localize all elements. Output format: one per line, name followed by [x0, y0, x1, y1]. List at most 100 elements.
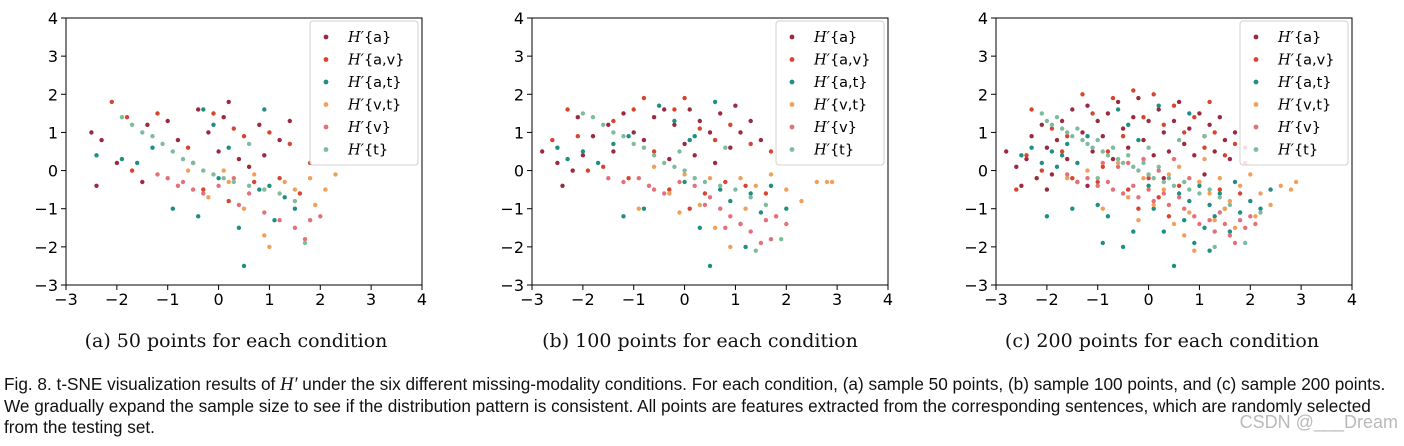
data-point — [1151, 176, 1156, 181]
data-point — [1105, 214, 1111, 219]
legend-box — [775, 20, 885, 166]
data-point — [728, 244, 733, 250]
data-point — [1171, 103, 1177, 108]
data-point — [246, 191, 252, 196]
legend-label: H′{t} — [347, 143, 388, 159]
data-point — [555, 160, 560, 166]
data-point — [1095, 137, 1100, 143]
x-tick-label: 2 — [781, 290, 791, 309]
data-point — [246, 141, 252, 147]
legend-marker — [1253, 147, 1259, 152]
data-point — [216, 183, 221, 188]
data-point — [1054, 164, 1060, 169]
subplot-a: −3 −2 −1 0 1 2 3 4 4 3 2 1 0 −1 −2 −3 H′{a} H′{a,v} H′{a,t… — [34, 9, 427, 309]
data-point — [1161, 176, 1166, 181]
data-point — [712, 225, 718, 230]
data-point — [1049, 172, 1055, 177]
data-point — [262, 153, 267, 158]
data-point — [206, 195, 211, 200]
data-point — [119, 115, 125, 120]
data-point — [1131, 115, 1136, 120]
data-point — [1161, 130, 1166, 135]
data-point — [1156, 168, 1161, 173]
data-point — [697, 126, 702, 131]
data-point — [575, 115, 580, 120]
legend-marker — [323, 79, 329, 85]
x-tick-label: 1 — [730, 290, 740, 309]
caption-math-symbol: H′ — [280, 375, 298, 395]
data-point — [1146, 172, 1151, 177]
data-point — [231, 176, 236, 181]
data-point — [707, 176, 713, 181]
legend-label: H′{a,v} — [347, 53, 404, 69]
data-point — [1126, 153, 1131, 158]
legend-box — [1239, 20, 1349, 166]
axes-frame — [995, 17, 1353, 286]
data-point — [1080, 130, 1085, 135]
x-tick-label: −1 — [1086, 290, 1110, 309]
data-point — [1171, 263, 1177, 269]
data-point — [221, 176, 226, 181]
data-point — [1100, 149, 1105, 154]
data-point — [226, 99, 231, 105]
data-point — [601, 164, 606, 169]
data-point — [1136, 137, 1141, 143]
data-point — [1222, 221, 1228, 227]
x-tick-label: 0 — [213, 290, 223, 309]
data-point — [160, 141, 165, 147]
x-tick-label: 0 — [679, 290, 689, 309]
data-point — [1141, 115, 1146, 120]
legend-marker — [789, 102, 795, 107]
data-point — [1034, 176, 1039, 181]
data-point — [702, 202, 708, 208]
data-point — [667, 187, 672, 192]
data-point — [1049, 122, 1055, 128]
data-point — [1268, 202, 1273, 208]
data-point — [784, 221, 789, 227]
data-point — [565, 156, 570, 162]
data-point — [636, 206, 641, 211]
watermark: CSDN @___Dream — [1239, 412, 1398, 432]
data-point — [1044, 214, 1050, 219]
legend-marker — [789, 124, 795, 130]
data-point — [692, 134, 697, 139]
data-point — [1059, 118, 1065, 124]
data-point — [682, 141, 687, 147]
legend: H′{a} H′{a,v} H′{a,t} H′{v,t} H′{v} H′{t} — [309, 20, 419, 166]
data-point — [307, 176, 313, 181]
data-point — [1278, 183, 1283, 188]
legend-marker — [323, 57, 329, 62]
data-point — [773, 214, 779, 219]
data-point — [272, 218, 277, 223]
data-point — [1161, 229, 1166, 234]
data-point — [1227, 233, 1233, 238]
data-point — [590, 134, 596, 139]
data-point — [1202, 172, 1207, 177]
axes-frame — [531, 17, 889, 286]
data-point — [585, 168, 591, 173]
data-point — [257, 122, 262, 128]
data-point — [1019, 183, 1024, 188]
x-tick-label: 1 — [264, 290, 274, 309]
y-tick-label: 0 — [978, 162, 988, 181]
data-point — [621, 179, 626, 185]
legend-marker — [789, 34, 795, 40]
data-point — [1131, 183, 1136, 188]
data-point — [626, 134, 631, 139]
data-point — [1044, 187, 1050, 192]
data-point — [119, 156, 125, 162]
data-point — [1268, 187, 1273, 192]
data-point — [1100, 164, 1105, 169]
data-point — [124, 115, 130, 120]
data-point — [707, 263, 713, 269]
data-point — [1166, 172, 1172, 177]
data-point — [114, 160, 120, 166]
data-point — [236, 202, 242, 208]
data-point — [231, 126, 236, 131]
data-point — [1176, 164, 1182, 169]
data-point — [94, 153, 99, 158]
data-point — [550, 137, 555, 143]
data-point — [1075, 179, 1080, 185]
subcaption-a: (a) 50 points for each condition — [84, 330, 388, 352]
